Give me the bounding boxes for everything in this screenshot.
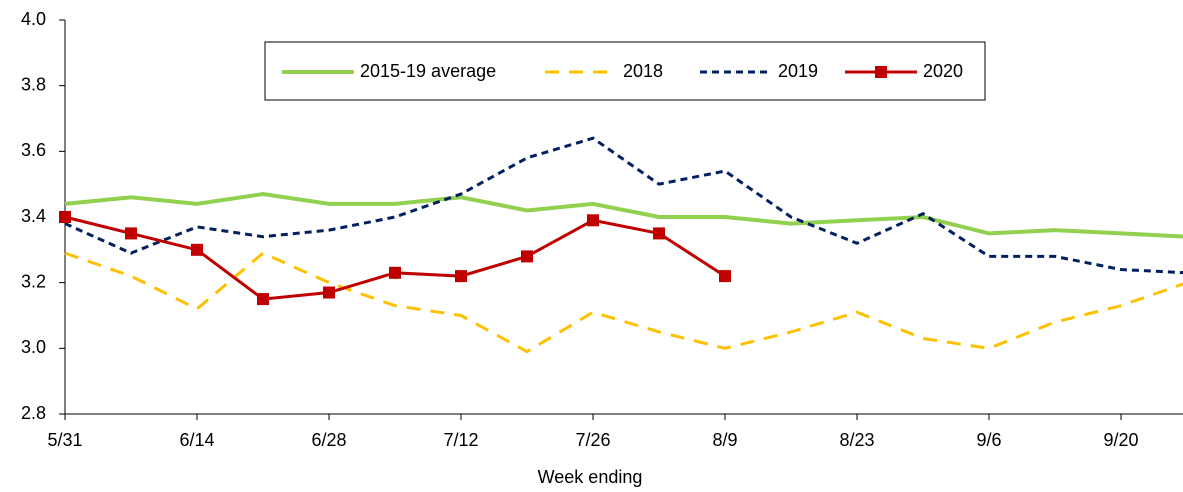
marker [587, 214, 599, 227]
x-tick-label: 7/26 [575, 430, 610, 450]
series-line [64, 191, 1183, 239]
marker [257, 293, 269, 306]
legend-label: 2015-19 average [360, 61, 496, 81]
marker [59, 211, 71, 223]
legend-label: 2020 [923, 61, 963, 81]
y-tick-label: 3.6 [21, 140, 46, 160]
legend-label: 2018 [623, 61, 663, 81]
marker [389, 266, 401, 279]
y-tick-label: 3.4 [21, 206, 46, 226]
y-tick-label: 2.8 [21, 403, 46, 423]
y-tick-label: 4.0 [21, 9, 46, 29]
x-tick-label: 7/12 [443, 430, 478, 450]
x-tick-label: 8/23 [839, 430, 874, 450]
marker [125, 227, 137, 240]
marker [521, 250, 533, 263]
marker [191, 243, 203, 256]
series-line [64, 215, 726, 301]
marker [455, 270, 467, 283]
y-tick-label: 3.2 [21, 271, 46, 291]
marker [719, 270, 731, 283]
x-tick-label: 9/6 [976, 430, 1001, 450]
series-line [64, 136, 1183, 275]
legend-label: 2019 [778, 61, 818, 81]
y-tick-label: 3.8 [21, 74, 46, 94]
x-tick-label: 6/28 [311, 430, 346, 450]
x-tick-label: 8/9 [712, 430, 737, 450]
marker [323, 286, 335, 299]
marker [653, 227, 665, 240]
x-tick-label: 6/14 [179, 430, 214, 450]
series-line [64, 251, 1183, 354]
y-tick-label: 3.0 [21, 337, 46, 357]
x-tick-label: 9/20 [1103, 430, 1138, 450]
legend-marker [875, 66, 887, 78]
x-tick-label: 5/31 [47, 430, 82, 450]
x-axis-title: Week ending [538, 467, 643, 487]
